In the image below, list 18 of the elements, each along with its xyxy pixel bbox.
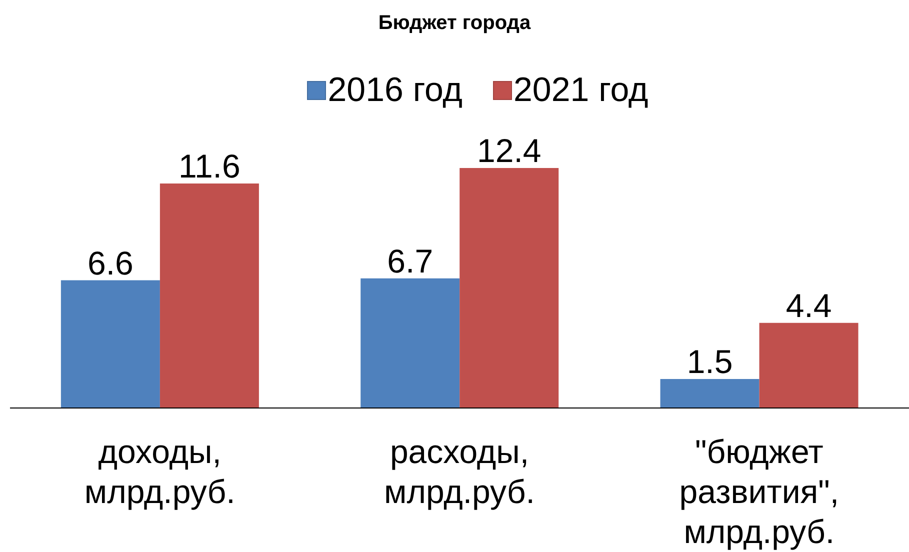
data-label: 1.5 xyxy=(686,342,733,380)
x-tick-label: "бюджет развития", млрд.руб. xyxy=(679,433,840,550)
legend-label: 2021 год xyxy=(514,70,648,110)
chart-title: Бюджет города xyxy=(377,12,532,35)
x-tick-label: доходы, млрд.руб. xyxy=(84,433,236,510)
legend-label: 2016 год xyxy=(328,70,462,110)
bar xyxy=(759,322,858,408)
data-label: 12.4 xyxy=(476,132,542,169)
x-tick-label: расходы, млрд.руб. xyxy=(384,433,535,510)
bar xyxy=(60,280,160,408)
bar xyxy=(660,378,760,408)
data-label: 4.4 xyxy=(786,286,832,324)
bar xyxy=(160,183,259,408)
data-label: 6.7 xyxy=(387,242,434,280)
data-label: 11.6 xyxy=(178,147,240,184)
bar xyxy=(460,168,559,408)
data-label: 6.6 xyxy=(88,244,134,282)
bar xyxy=(360,278,460,408)
